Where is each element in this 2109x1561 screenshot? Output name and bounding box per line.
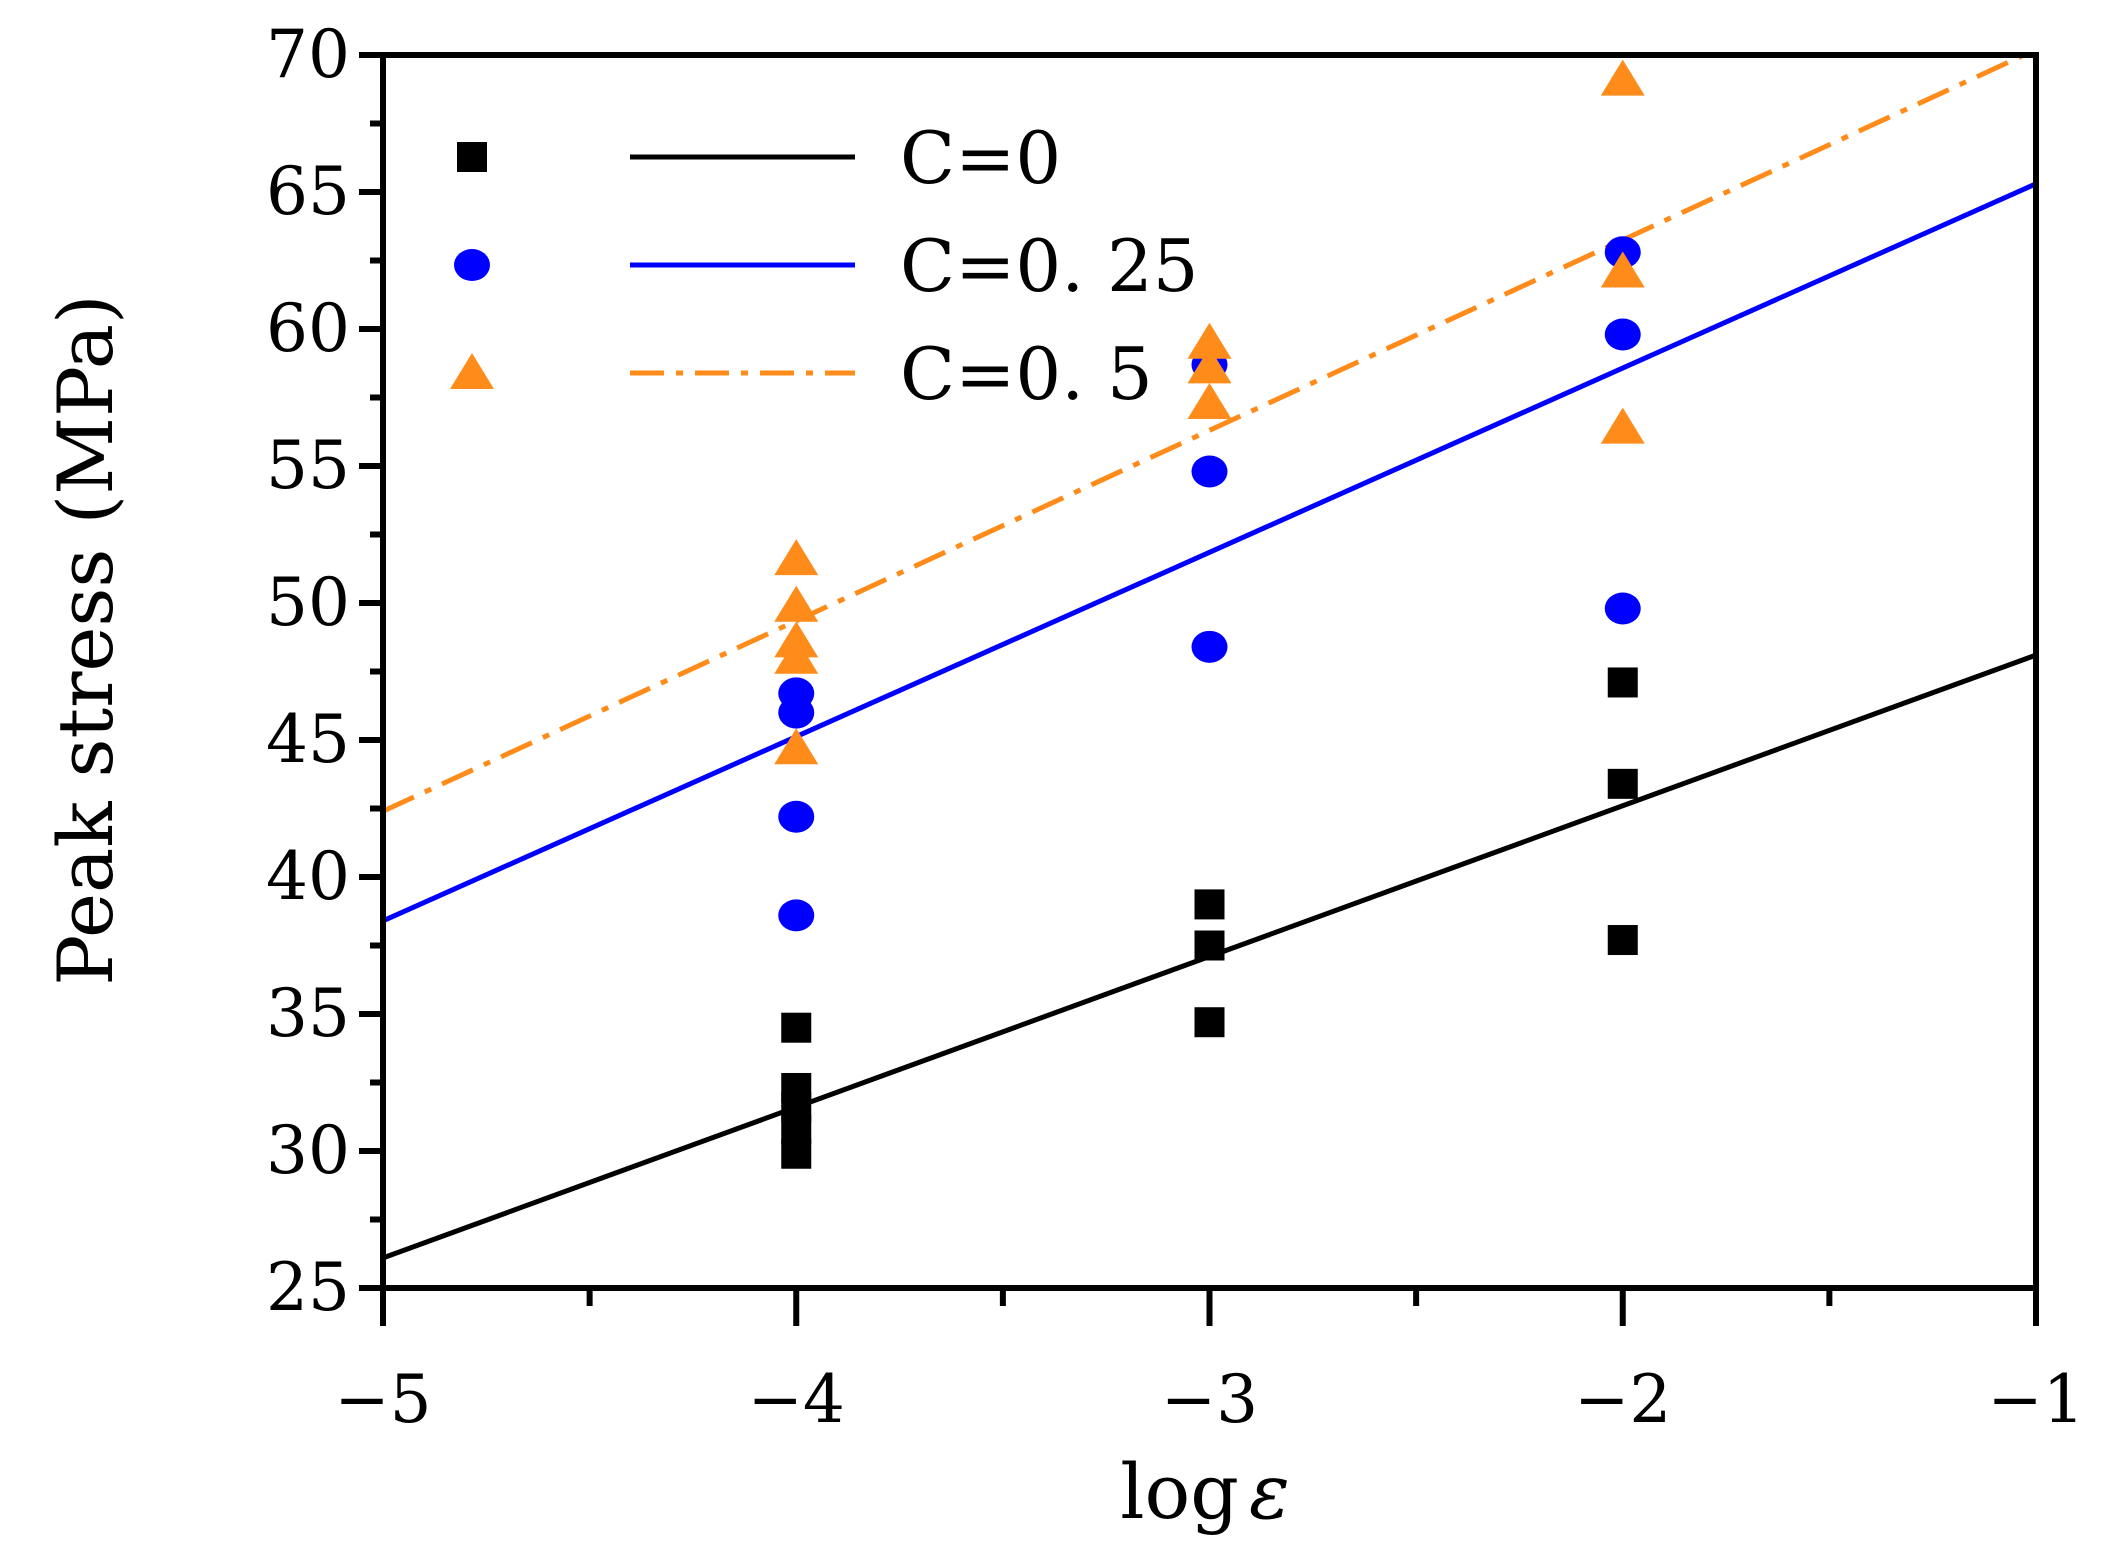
y-tick-label-25: 25 [266,1249,350,1326]
data-point-series-2-7 [1187,382,1232,419]
data-point-series-1-9 [1604,592,1641,625]
data-point-series-0-7 [1194,1007,1225,1038]
data-point-series-2-3 [774,637,819,674]
legend-label-series-1: C=0. 25 [900,224,1199,308]
data-markers [774,59,1645,1169]
data-point-series-2-8 [1600,59,1645,96]
y-tick-label-45: 45 [266,701,350,778]
legend-marker-series-0 [457,142,487,172]
x-tick-label-m1: −1 [1987,1361,2084,1438]
y-axis-label: Peak stress (MPa) [41,294,130,985]
data-point-series-2-4 [774,728,819,765]
legend-label-series-2: C=0. 5 [900,332,1153,416]
y-tick-label-40: 40 [266,838,350,915]
data-point-series-2-5 [1187,322,1232,359]
x-axis-label-text: log [1120,1447,1239,1536]
data-point-series-2-0 [774,539,819,576]
x-axis-label-symbol: ε [1249,1447,1290,1536]
data-point-series-2-6 [1187,347,1232,384]
data-point-series-0-0 [781,1012,812,1043]
data-point-series-2-10 [1600,407,1645,444]
y-tick-label-70: 70 [266,16,350,93]
y-tick-label-55: 55 [266,427,350,504]
data-point-series-0-4 [781,1138,812,1169]
x-axis-label: log ε [1120,1447,1290,1536]
legend: C=0 C=0. 25 C=0. 5 [450,116,1199,416]
y-axis-tick-labels: 25 30 35 40 45 50 55 60 65 70 [266,16,350,1326]
legend-label-series-0: C=0 [900,116,1061,200]
y-tick-label-60: 60 [266,290,350,367]
fit-line-series-2 [383,55,2031,814]
plot-area-frame [380,52,2039,1291]
data-point-series-1-6 [1191,630,1228,663]
data-point-series-1-2 [778,800,815,833]
x-tick-label-m3: −3 [1161,1361,1258,1438]
data-point-series-1-5 [1191,455,1228,488]
data-point-series-2-1 [774,585,819,622]
data-point-series-1-8 [1604,318,1641,351]
data-point-series-0-5 [1194,889,1225,920]
y-tick-label-50: 50 [266,564,350,641]
data-point-series-1-1 [778,696,815,729]
data-point-series-0-9 [1607,768,1638,799]
y-tick-label-35: 35 [266,975,350,1052]
data-point-series-2-9 [1600,251,1645,288]
data-point-series-0-10 [1607,925,1638,956]
x-axis-tick-labels: −5 −4 −3 −2 −1 [334,1361,2084,1438]
data-point-series-0-8 [1607,667,1638,698]
legend-marker-series-2 [450,353,494,389]
x-tick-label-m4: −4 [748,1361,845,1438]
x-tick-label-m2: −2 [1574,1361,1671,1438]
y-tick-label-65: 65 [266,153,350,230]
fit-line-series-1 [383,181,2036,924]
legend-marker-series-1 [454,249,490,281]
axis-ticks [359,52,2039,1326]
x-tick-label-m5: −5 [334,1361,431,1438]
data-point-series-0-6 [1194,930,1225,961]
y-tick-label-30: 30 [266,1112,350,1189]
data-point-series-1-3 [778,899,815,932]
